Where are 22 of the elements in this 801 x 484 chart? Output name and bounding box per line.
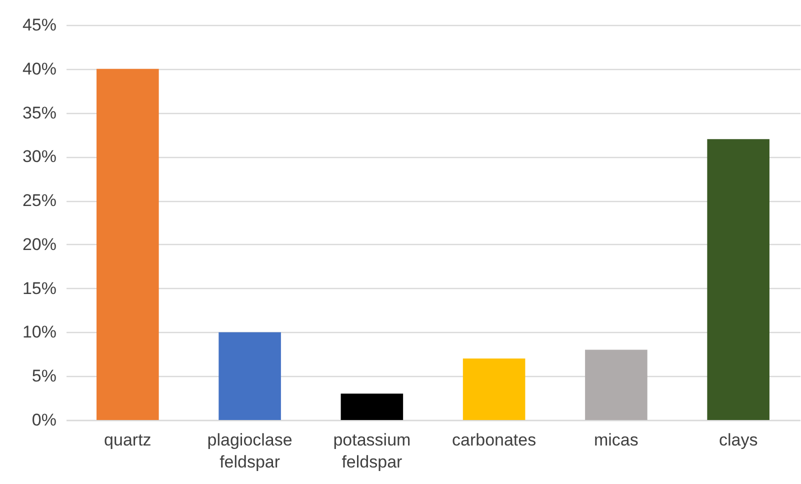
x-tick-label: micas (594, 430, 638, 450)
bar (585, 350, 648, 420)
x-tick-label: quartz (104, 430, 152, 450)
y-tick-label: 30% (22, 147, 56, 166)
y-tick-label: 35% (22, 103, 56, 122)
x-tick-label: potassium feldspar (333, 430, 411, 472)
y-tick-label: 5% (32, 366, 56, 386)
y-tick-label: 20% (22, 234, 56, 254)
x-tick-label: plagioclase feldspar (207, 430, 292, 472)
y-tick-label: 15% (22, 278, 56, 298)
y-tick-label: 0% (32, 410, 56, 430)
bar (707, 139, 770, 420)
y-tick-label: 10% (22, 322, 56, 342)
y-tick-label: 45% (22, 16, 56, 34)
bar (218, 332, 281, 420)
bar (340, 394, 404, 420)
y-tick-label: 40% (22, 59, 56, 78)
x-tick-label: carbonates (452, 430, 536, 450)
bar (96, 68, 159, 420)
y-tick-label: 25% (22, 191, 56, 210)
x-tick-label: clays (718, 430, 758, 450)
bar (462, 358, 526, 420)
